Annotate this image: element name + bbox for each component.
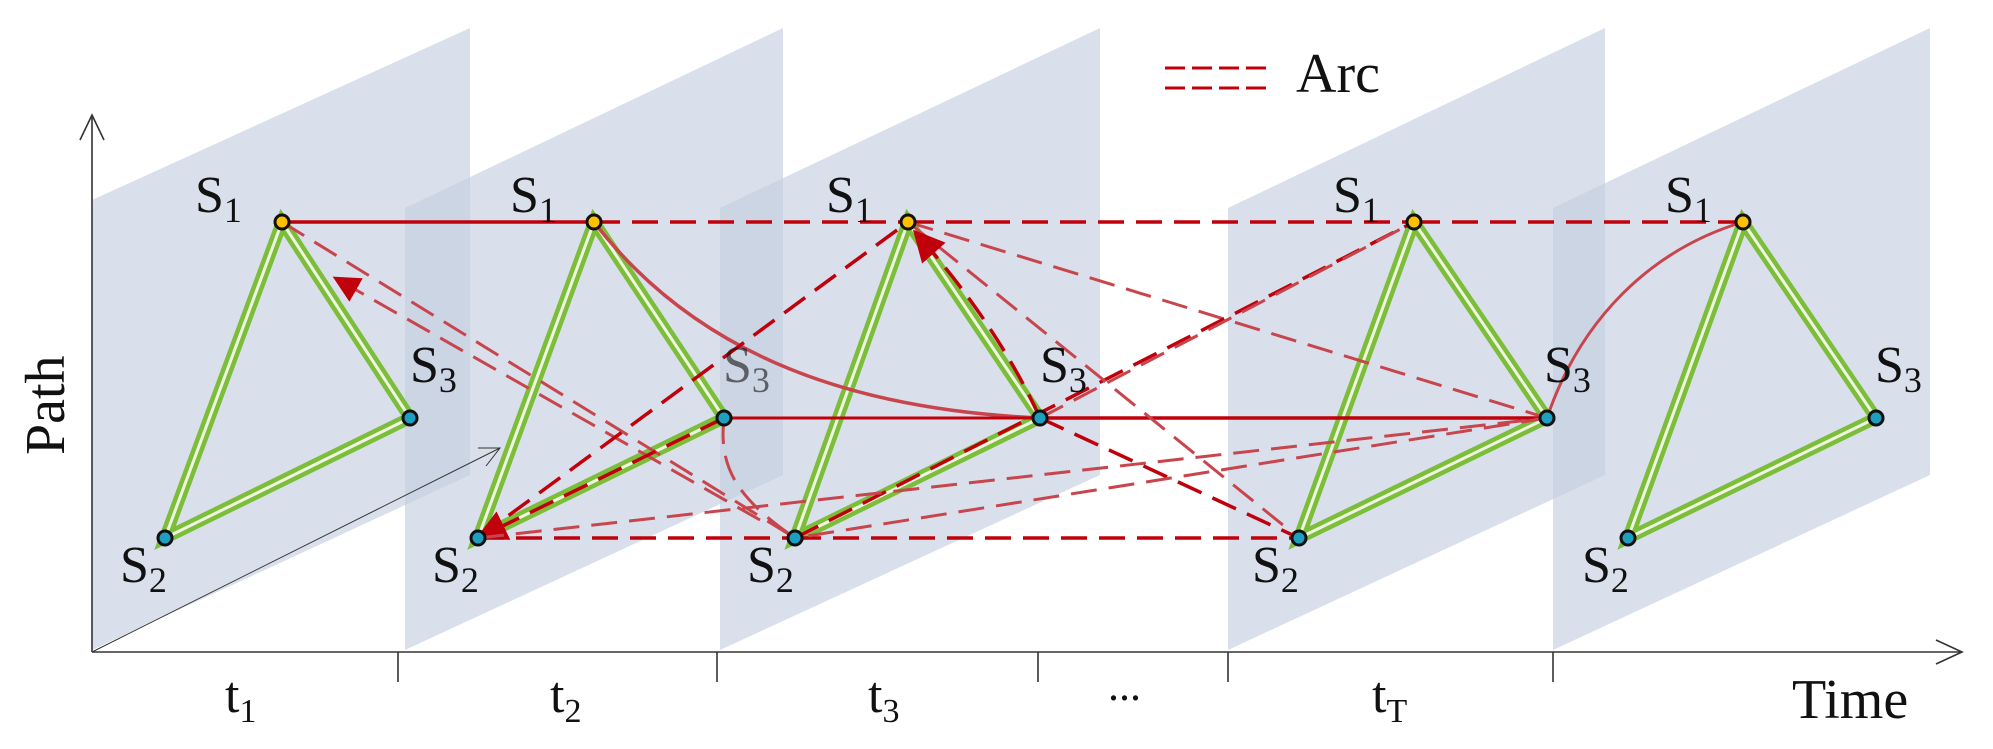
node-s2-tT1 xyxy=(1619,529,1637,547)
node-labels: S1 S2 S3 S1 S2 S3 S1 S2 S3 S1 S2 S3 S1 S… xyxy=(120,167,1922,600)
legend: Arc xyxy=(1165,43,1380,105)
label-s3-t1: S3 xyxy=(410,337,457,400)
label-s3-tT: S3 xyxy=(1544,337,1591,400)
label-s3-t2: S3 xyxy=(723,337,770,400)
node-s2-t1 xyxy=(156,529,174,547)
x-axis-label: Time xyxy=(1792,669,1908,731)
node-s3-tT xyxy=(1538,409,1556,427)
arc-dash-s1t1-s2t3 xyxy=(281,220,796,540)
arc-dash-s3t3-s2tT xyxy=(1039,416,1300,540)
node-s3-t2 xyxy=(715,409,733,427)
tick-label-ellipsis: ... xyxy=(1108,661,1141,710)
label-s1-t2: S1 xyxy=(510,167,557,230)
time-planes xyxy=(92,28,1930,650)
y-axis-arrowhead xyxy=(79,113,105,141)
node-s1-tT xyxy=(1405,213,1423,231)
time-plane-4 xyxy=(1228,28,1605,650)
node-s1-tT1 xyxy=(1734,213,1752,231)
arc-dash-s3t2-loop xyxy=(721,417,796,540)
label-s1-t1: S1 xyxy=(195,167,242,230)
tick-label-t3: t3 xyxy=(868,667,899,730)
node-s1-t1 xyxy=(273,213,291,231)
arc-dash-s2t2-s3tT xyxy=(477,416,1548,540)
node-s1-t3 xyxy=(899,213,917,231)
arc-dash-s3t2-s2t2 xyxy=(475,416,725,540)
label-s2-tT1: S2 xyxy=(1582,537,1629,600)
tick-label-t2: t2 xyxy=(550,667,581,730)
label-s3-t3: S3 xyxy=(1040,337,1087,400)
tick-labels: t1 t2 t3 ... tT xyxy=(225,661,1407,730)
arc-dash-s2t2-s1t3 xyxy=(476,220,910,540)
depth-axis-line xyxy=(91,447,501,653)
x-axis-arrowhead xyxy=(1935,639,1964,665)
label-s2-t2: S2 xyxy=(432,537,479,600)
node-s2-tT xyxy=(1290,529,1308,547)
arc-solid-s1t2-s3t3 xyxy=(592,220,1041,420)
path-edges xyxy=(154,208,1885,550)
node-s2-t2 xyxy=(469,529,487,547)
arcs xyxy=(281,220,1744,540)
legend-swatch xyxy=(1165,66,1272,90)
axes xyxy=(79,113,1964,682)
tick-label-tT: tT xyxy=(1372,667,1407,730)
arc-solid-s3tT-s1tT1 xyxy=(1545,220,1744,419)
node-s1-t2 xyxy=(585,213,603,231)
node-s3-t3 xyxy=(1031,409,1049,427)
label-s3-tT1: S3 xyxy=(1875,337,1922,400)
arc-dash-s2t3-s1t1 xyxy=(332,276,761,522)
label-s1-tT1: S1 xyxy=(1665,167,1712,230)
legend-label: Arc xyxy=(1296,43,1380,105)
y-axis-label: Path xyxy=(15,355,77,455)
arc-dash-s3t3-s1tT xyxy=(1039,220,1415,420)
tick-label-t1: t1 xyxy=(225,667,256,730)
label-s1-t3: S1 xyxy=(826,167,873,230)
node-s2-t3 xyxy=(786,529,804,547)
node-s3-t1 xyxy=(401,409,419,427)
arc-dash-s1t3-s3tT xyxy=(907,220,1548,420)
label-s2-t3: S2 xyxy=(747,537,794,600)
arc-dash-s1t3-s2tT xyxy=(907,220,1300,540)
label-s2-t1: S2 xyxy=(120,537,167,600)
nodes xyxy=(156,213,1885,547)
node-s3-tT1 xyxy=(1867,409,1885,427)
label-s2-tT: S2 xyxy=(1252,537,1299,600)
depth-axis-arrowhead xyxy=(478,447,502,467)
arc-dash-s3tT-s2t3 xyxy=(794,416,1548,540)
label-s1-tT: S1 xyxy=(1333,167,1380,230)
arc-dash-s3t3-s1t3 xyxy=(912,229,1042,419)
